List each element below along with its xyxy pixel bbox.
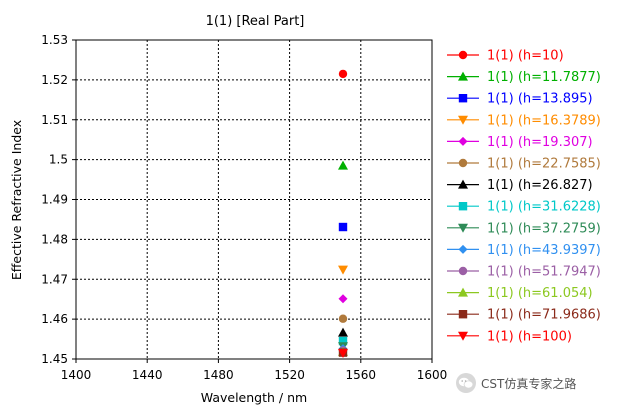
legend-label: 1(1) (h=51.7947)	[487, 265, 601, 280]
y-tick-label: 1.45	[41, 352, 68, 366]
wechat-icon	[456, 373, 476, 393]
x-tick-label: 1600	[417, 368, 448, 382]
y-tick-label: 1.48	[41, 232, 68, 246]
legend-marker	[458, 179, 468, 189]
y-tick-label: 1.47	[41, 272, 68, 286]
legend-label: 1(1) (h=37.2759)	[487, 221, 601, 236]
legend-marker	[458, 158, 468, 168]
legend-label: 1(1) (h=22.7585)	[487, 157, 601, 172]
legend-marker	[458, 94, 468, 103]
x-axis-label: Wavelength / nm	[201, 390, 307, 405]
data-point	[338, 160, 348, 170]
legend-item: 1(1) (h=26.827)	[447, 178, 593, 193]
legend-item: 1(1) (h=16.3789)	[447, 113, 601, 128]
chart-title: 1(1) [Real Part]	[206, 14, 305, 29]
legend-marker	[458, 202, 468, 211]
legend-marker	[458, 71, 468, 81]
watermark: CST仿真专家之路	[455, 372, 576, 394]
legend-marker	[458, 310, 468, 319]
y-tick-label: 1.52	[41, 73, 68, 87]
legend-item: 1(1) (h=61.054)	[447, 286, 593, 301]
y-tick-label: 1.51	[41, 113, 68, 127]
data-points	[338, 69, 348, 359]
x-tick-label: 1560	[346, 368, 377, 382]
legend-item: 1(1) (h=31.6228)	[447, 200, 601, 215]
legend-marker	[458, 331, 468, 341]
legend-marker	[458, 244, 468, 254]
y-axis: 1.45 1.46 1.47 1.48 1.49 1.5 1.51 1.52 1.53	[41, 33, 76, 366]
watermark-text: CST仿真专家之路	[481, 376, 577, 391]
legend-item: 1(1) (h=13.895)	[447, 92, 593, 107]
legend-marker	[458, 266, 468, 276]
legend-label: 1(1) (h=43.9397)	[487, 243, 601, 258]
y-axis-label: Effective Refractive Index	[9, 120, 24, 280]
legend-item: 1(1) (h=11.7877)	[447, 70, 601, 85]
legend-item: 1(1) (h=10)	[447, 49, 564, 64]
legend-marker	[458, 287, 468, 297]
data-point	[338, 327, 348, 337]
legend-marker	[458, 115, 468, 125]
legend-item: 1(1) (h=71.9686)	[447, 308, 601, 323]
legend-label: 1(1) (h=16.3789)	[487, 113, 601, 128]
x-tick-label: 1480	[203, 368, 234, 382]
legend-label: 1(1) (h=11.7877)	[487, 70, 601, 85]
y-tick-label: 1.53	[41, 33, 68, 47]
legend-label: 1(1) (h=19.307)	[487, 135, 593, 150]
data-point	[338, 222, 348, 232]
legend-label: 1(1) (h=100)	[487, 329, 572, 344]
x-axis: 1400 1440 1480 1520 1560 1600	[61, 359, 448, 382]
legend-item: 1(1) (h=37.2759)	[447, 221, 601, 236]
data-point	[338, 314, 348, 323]
legend-label: 1(1) (h=71.9686)	[487, 308, 601, 323]
data-point	[338, 265, 348, 275]
data-point	[338, 349, 348, 359]
legend-marker	[458, 136, 468, 146]
y-tick-label: 1.46	[41, 312, 68, 326]
legend-marker	[458, 223, 468, 233]
legend-label: 1(1) (h=13.895)	[487, 92, 593, 107]
legend-item: 1(1) (h=43.9397)	[447, 243, 601, 258]
legend-label: 1(1) (h=31.6228)	[487, 200, 601, 215]
data-point	[338, 69, 348, 79]
x-tick-label: 1400	[61, 368, 92, 382]
legend: 1(1) (h=10) 1(1) (h=11.7877) 1(1) (h=13.89…	[447, 49, 601, 344]
x-tick-label: 1440	[132, 368, 163, 382]
x-tick-label: 1520	[274, 368, 305, 382]
grid	[76, 40, 432, 359]
legend-label: 1(1) (h=10)	[487, 49, 564, 64]
data-point	[338, 294, 348, 304]
legend-item: 1(1) (h=22.7585)	[447, 157, 601, 172]
legend-item: 1(1) (h=51.7947)	[447, 265, 601, 280]
legend-item: 1(1) (h=19.307)	[447, 135, 593, 150]
y-tick-label: 1.49	[41, 193, 68, 207]
legend-label: 1(1) (h=61.054)	[487, 286, 593, 301]
legend-item: 1(1) (h=100)	[447, 329, 572, 344]
y-tick-label: 1.5	[49, 153, 68, 167]
legend-label: 1(1) (h=26.827)	[487, 178, 593, 193]
data-point	[338, 336, 348, 346]
legend-marker	[458, 50, 468, 60]
